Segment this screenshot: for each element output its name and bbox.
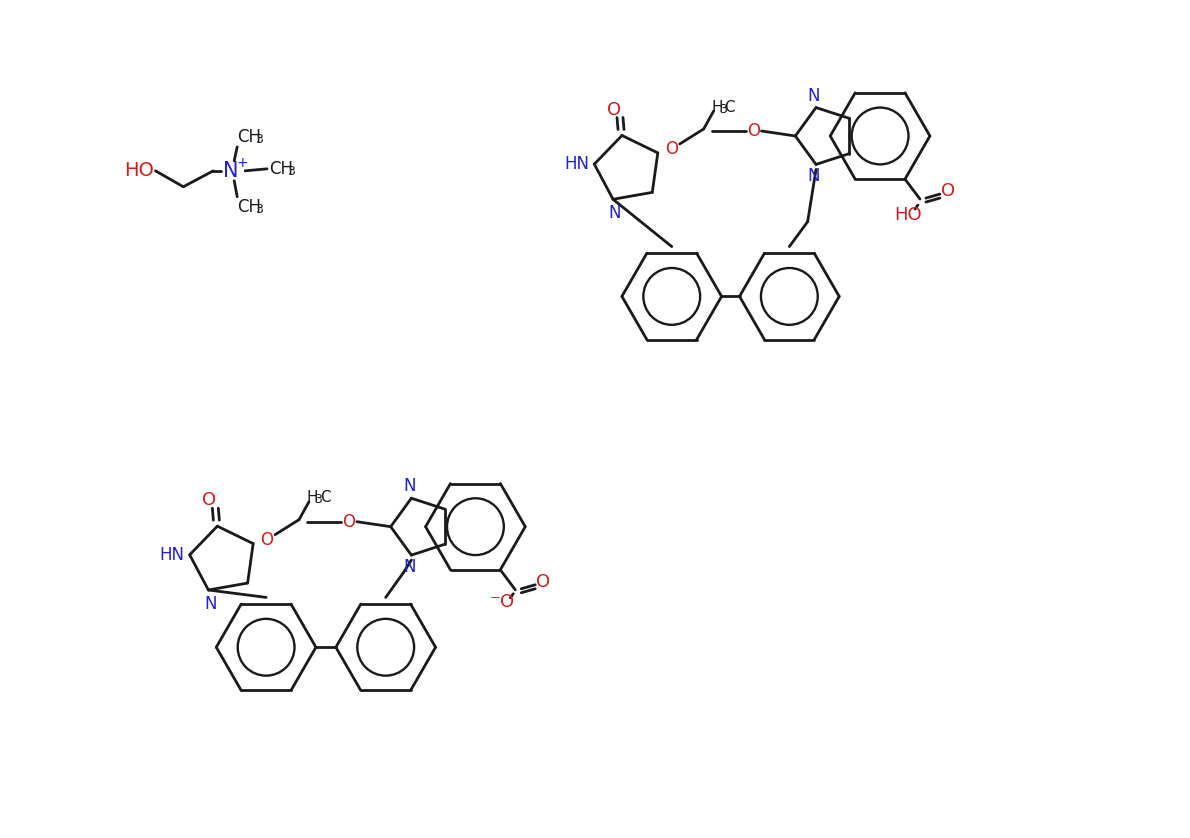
Text: HN: HN — [564, 155, 589, 173]
Text: O: O — [500, 592, 514, 611]
Text: N: N — [808, 168, 820, 185]
Text: O: O — [747, 122, 760, 140]
Text: N: N — [808, 86, 820, 105]
Text: 3: 3 — [287, 165, 295, 178]
Text: N: N — [609, 204, 621, 222]
Text: CH: CH — [237, 128, 261, 146]
Text: HO: HO — [125, 162, 155, 180]
Text: +: + — [237, 156, 248, 170]
Text: HN: HN — [159, 546, 184, 564]
Text: 3: 3 — [255, 203, 263, 216]
Text: O: O — [941, 182, 954, 200]
Text: 3: 3 — [255, 133, 263, 147]
Text: N: N — [403, 478, 415, 495]
Text: C: C — [320, 490, 331, 505]
Text: O: O — [537, 573, 550, 591]
Text: H: H — [307, 490, 319, 505]
Text: 3: 3 — [314, 494, 321, 506]
Text: O: O — [202, 491, 217, 510]
Text: H: H — [712, 100, 724, 115]
Text: O: O — [607, 101, 621, 118]
Text: ⁻: ⁻ — [490, 592, 501, 612]
Text: O: O — [665, 140, 678, 158]
Text: CH: CH — [269, 160, 293, 178]
Text: N: N — [205, 595, 217, 613]
Text: C: C — [725, 100, 735, 115]
Text: HO: HO — [894, 206, 922, 224]
Text: CH: CH — [237, 198, 261, 215]
Text: N: N — [403, 558, 415, 576]
Text: O: O — [261, 530, 274, 549]
Text: O: O — [343, 513, 356, 530]
Text: 3: 3 — [719, 102, 726, 116]
Text: N: N — [224, 161, 239, 181]
